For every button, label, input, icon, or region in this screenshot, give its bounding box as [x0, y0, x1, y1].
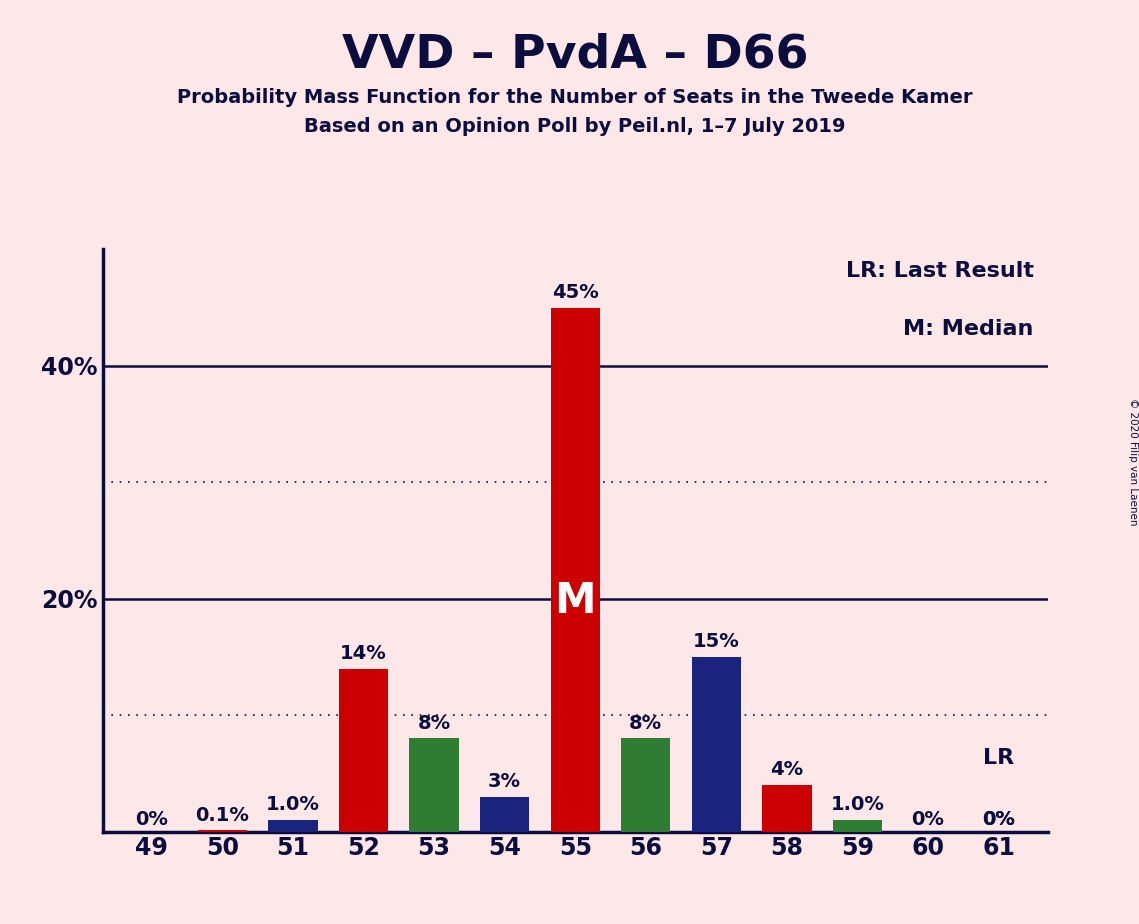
- Text: VVD – PvdA – D66: VVD – PvdA – D66: [342, 32, 809, 78]
- Bar: [762, 785, 811, 832]
- Bar: [339, 669, 388, 832]
- Text: 14%: 14%: [341, 644, 387, 663]
- Text: 15%: 15%: [693, 632, 739, 651]
- Text: 1.0%: 1.0%: [267, 796, 320, 814]
- Text: LR: LR: [983, 748, 1014, 768]
- Text: 45%: 45%: [551, 283, 599, 302]
- Text: 8%: 8%: [418, 713, 451, 733]
- Text: 1.0%: 1.0%: [830, 796, 884, 814]
- Text: M: M: [555, 580, 596, 622]
- Text: 0%: 0%: [136, 809, 169, 829]
- Bar: [621, 738, 671, 832]
- Bar: [269, 820, 318, 832]
- Text: 0%: 0%: [982, 809, 1015, 829]
- Bar: [409, 738, 459, 832]
- Text: M: Median: M: Median: [903, 320, 1034, 339]
- Text: LR: Last Result: LR: Last Result: [846, 261, 1034, 281]
- Text: Probability Mass Function for the Number of Seats in the Tweede Kamer: Probability Mass Function for the Number…: [178, 88, 973, 107]
- Text: 4%: 4%: [770, 760, 803, 779]
- Text: 0.1%: 0.1%: [196, 806, 249, 824]
- Bar: [691, 657, 741, 832]
- Text: 3%: 3%: [489, 772, 522, 791]
- Text: Based on an Opinion Poll by Peil.nl, 1–7 July 2019: Based on an Opinion Poll by Peil.nl, 1–7…: [304, 117, 846, 137]
- Bar: [833, 820, 882, 832]
- Text: © 2020 Filip van Laenen: © 2020 Filip van Laenen: [1129, 398, 1138, 526]
- Bar: [198, 831, 247, 832]
- Text: 8%: 8%: [629, 713, 662, 733]
- Text: 0%: 0%: [982, 809, 1015, 829]
- Bar: [550, 308, 600, 832]
- Text: 0%: 0%: [911, 809, 944, 829]
- Bar: [480, 796, 530, 832]
